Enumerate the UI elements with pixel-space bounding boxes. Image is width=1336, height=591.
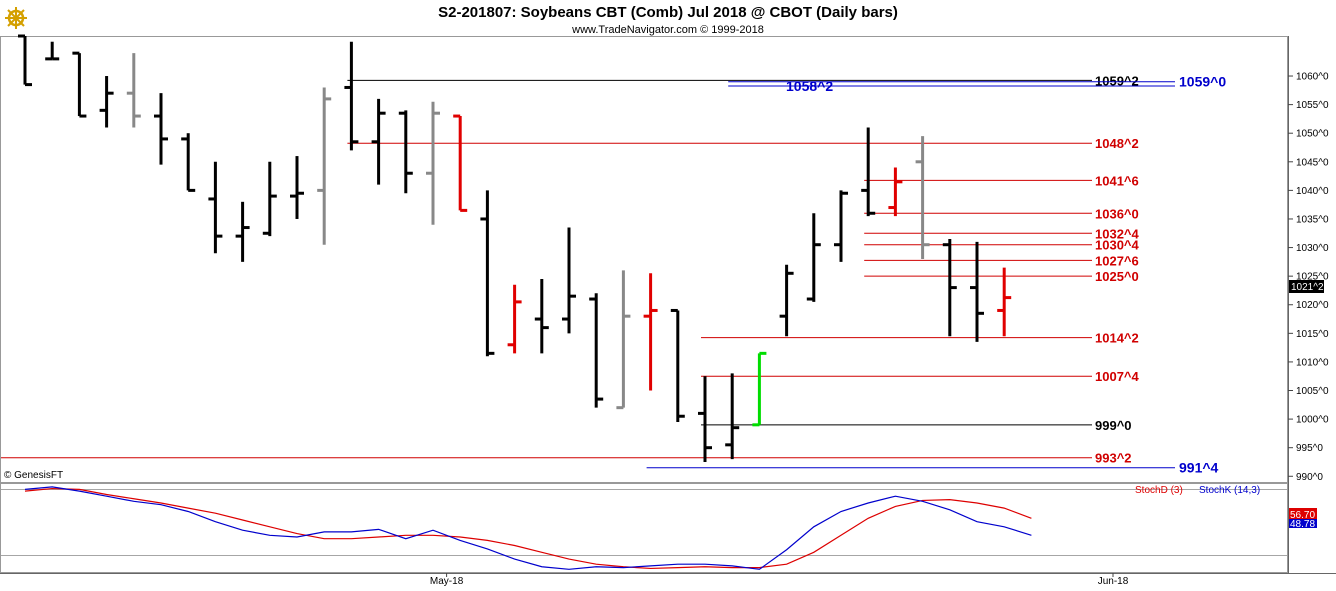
y-tick-label: 1045^0 <box>1296 157 1329 168</box>
stoch-d-value: 56.70 <box>1290 510 1315 521</box>
y-tick-label: 1030^0 <box>1296 243 1329 254</box>
y-axis: 990^0 995^0 1000^0 1005^0 1010^0 1015^0 1020^0… <box>1288 72 1329 483</box>
y-tick-label: 1015^0 <box>1296 329 1329 340</box>
y-tick-label: 1025^0 <box>1296 272 1329 283</box>
level-label: 991^4 <box>1179 460 1219 476</box>
ohlc-bar <box>888 167 903 217</box>
y-tick-label: 1010^0 <box>1296 357 1329 368</box>
ohlc-bar <box>534 279 549 354</box>
ohlc-bar <box>589 293 604 408</box>
stoch-d-tag <box>1289 508 1317 519</box>
ohlc-bar <box>861 127 876 217</box>
level-label: 1025^0 <box>1095 269 1139 284</box>
y-tick-label: 990^0 <box>1296 472 1323 483</box>
y-tick-label: 1005^0 <box>1296 386 1329 397</box>
ohlc-bar <box>181 133 196 192</box>
y-tick-label: 1035^0 <box>1296 214 1329 225</box>
ohlc-bar <box>698 376 712 462</box>
current-price-label: 1021^2 <box>1291 282 1324 293</box>
y-tick-label: 1060^0 <box>1296 72 1329 83</box>
chart-title: S2-201807: Soybeans CBT (Comb) Jul 2018 … <box>438 4 898 21</box>
level-label: 1007^4 <box>1095 369 1140 384</box>
x-tick-label: Jun-18 <box>1098 576 1129 587</box>
stoch-k-legend: StochK (14,3) <box>1199 485 1260 496</box>
ohlc-bar <box>317 87 332 245</box>
level-label: 1014^2 <box>1095 331 1139 346</box>
ohlc-bar <box>208 161 223 254</box>
ohlc-bar <box>235 201 250 262</box>
level-label: 1030^4 <box>1095 238 1140 253</box>
ohlc-bar <box>806 213 821 302</box>
y-tick-label: 1020^0 <box>1296 300 1329 311</box>
stoch-k-line <box>24 486 1032 570</box>
y-tick-label: 1055^0 <box>1296 100 1329 111</box>
level-label: 993^2 <box>1095 451 1132 466</box>
y-tick-label: 995^0 <box>1296 443 1323 454</box>
stochastic-panel <box>0 483 1288 573</box>
ohlc-bar <box>126 53 141 128</box>
chart-subtitle: www.TradeNavigator.com © 1999-2018 <box>571 24 764 36</box>
ohlc-bar <box>72 51 87 118</box>
ship-wheel-icon <box>5 7 27 29</box>
ohlc-bar <box>915 136 930 259</box>
stoch-d-legend: StochD (3) <box>1135 485 1183 496</box>
ohlc-bar <box>779 264 794 337</box>
ohlc-bar <box>562 227 576 334</box>
ohlc-bar <box>154 93 168 165</box>
ohlc-bar <box>670 308 685 422</box>
ohlc-bar <box>970 241 984 342</box>
level-label: 1048^2 <box>1095 136 1139 151</box>
level-label: 1041^6 <box>1095 173 1139 188</box>
ohlc-bar <box>290 156 304 219</box>
stoch-k-tag <box>1289 517 1317 528</box>
y-tick-label: 1040^0 <box>1296 186 1329 197</box>
ohlc-bar <box>398 110 413 194</box>
ohlc-bar <box>725 373 740 460</box>
level-label: 1059^0 <box>1179 74 1226 90</box>
ohlc-bar <box>426 101 440 225</box>
ohlc-bar <box>942 238 957 337</box>
ohlc-bar <box>344 41 359 151</box>
stoch-d-line <box>24 487 1032 570</box>
y-tick-label: 1050^0 <box>1296 129 1329 140</box>
y-tick-label: 1000^0 <box>1296 415 1329 426</box>
price-panel <box>0 36 1288 483</box>
ohlc-bar <box>262 161 277 237</box>
ohlc-bar <box>480 190 495 357</box>
copyright-label: © GenesisFT <box>4 470 63 481</box>
x-axis: May-18 Jun-18 <box>430 573 1129 587</box>
stochastic-lines <box>24 486 1032 570</box>
ohlc-bars <box>18 34 1012 462</box>
ohlc-bar <box>997 267 1012 337</box>
level-label: 1036^0 <box>1095 206 1139 221</box>
ohlc-bar <box>507 284 522 354</box>
ohlc-bar <box>453 114 468 212</box>
x-tick-label: May-18 <box>430 576 464 587</box>
ohlc-bar <box>834 190 848 262</box>
ohlc-bar <box>45 41 60 61</box>
ohlc-bar <box>643 273 658 391</box>
ohlc-bar <box>616 270 631 410</box>
level-label: 999^0 <box>1095 418 1132 433</box>
level-label: 1058^2 <box>786 78 833 94</box>
ohlc-bar <box>99 76 114 128</box>
level-label: 1027^6 <box>1095 253 1139 268</box>
level-label: 1059^2 <box>1095 73 1139 88</box>
ohlc-bar <box>371 98 386 185</box>
level-lines: 1059^2 1059^0 1058^2 1048^2 1041^6 1036^0 1032… <box>1 73 1226 476</box>
stoch-k-value: 48.78 <box>1290 519 1315 530</box>
ohlc-bar <box>752 351 767 427</box>
level-label: 1032^4 <box>1095 226 1140 241</box>
current-price-tag <box>1289 280 1324 293</box>
ohlc-bar <box>18 34 32 87</box>
